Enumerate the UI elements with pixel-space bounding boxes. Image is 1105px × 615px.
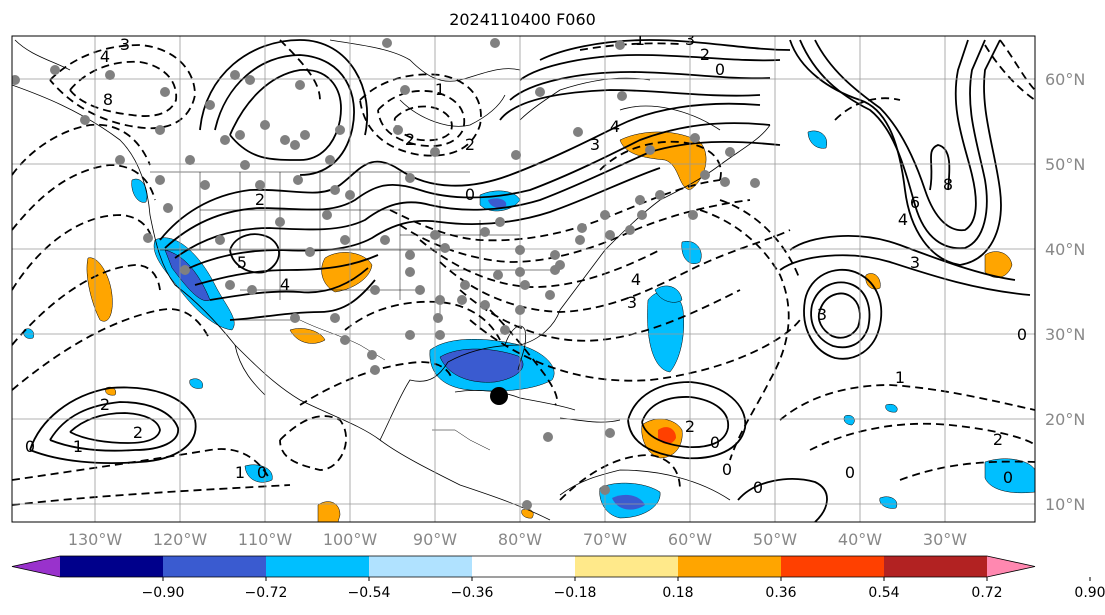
lon-label: 80°W [498,530,542,549]
lon-label: 50°W [753,530,797,549]
colorbar-tick-label: −0.90 [142,585,185,601]
colorbar-tick-label: −0.36 [451,585,494,601]
shaded-positive-areas [86,131,1013,522]
lon-label: 120°W [153,530,208,549]
colorbar-segment [369,556,473,577]
contour-label: 8 [103,90,113,109]
contour-label: 0 [1003,468,1013,487]
lon-label: 30°W [923,530,967,549]
contour-label: 2 [993,430,1003,449]
contour-label: 3 [685,30,695,49]
contour-label: 4 [631,270,641,289]
lon-label: 110°W [238,530,293,549]
lat-label: 50°N [1045,155,1085,174]
contour-label: 4 [898,210,908,229]
contour-label: 1 [435,80,445,99]
lon-label: 130°W [68,530,123,549]
contour-label: 8 [943,175,953,194]
latitude-labels: 10°N 20°N 30°N 40°N 50°N 60°N [1045,70,1085,514]
lat-label: 60°N [1045,70,1085,89]
map-title: 2024110400 F060 [449,10,596,29]
contour-label: 4 [280,275,290,294]
lon-label: 40°W [838,530,882,549]
lon-label: 70°W [583,530,627,549]
contour-label: 4 [100,47,110,66]
contour-label: 1 [635,30,645,49]
colorbar-segment [472,556,576,577]
colorbar-tick-label: 0.90 [1074,585,1105,601]
colorbar-tick-label: −0.72 [245,585,288,601]
lon-label: 100°W [323,530,378,549]
contour-label: 0 [465,185,475,204]
contour-label: 2 [685,417,695,436]
contour-label: 2 [133,423,143,442]
lon-label: 90°W [413,530,457,549]
colorbar-segment [575,556,679,577]
contour-label: 0 [722,460,732,479]
colorbar-segment [781,556,885,577]
colorbar-segment [884,556,988,577]
contour-label: 3 [590,135,600,154]
contour-label: 1 [73,437,83,456]
contour-label: 3 [120,35,130,54]
lat-label: 10°N [1045,495,1085,514]
contour-label: 2 [255,190,265,209]
colorbar-tick-label: 0.72 [971,585,1002,601]
contour-label: 0 [753,478,763,497]
contour-label: 3 [817,305,827,324]
colorbar-outline [11,555,1036,578]
contour-label: 3 [627,293,637,312]
contour-label: 0 [710,433,720,452]
colorbar-segment [266,556,370,577]
colorbar-tick-label: −0.18 [554,585,597,601]
contour-label: 2 [465,135,475,154]
contour-label: 0 [715,60,725,79]
positive-contours [29,39,1031,522]
contour-label: 3 [910,253,920,272]
contour-label: 4 [610,117,620,136]
colorbar-tick-label: 0.54 [868,585,899,601]
map-frame [11,35,1036,523]
lon-label: 60°W [668,530,712,549]
colorbar-segment [163,556,267,577]
lat-label: 30°N [1045,325,1085,344]
colorbar-tick-label: 0.36 [765,585,796,601]
contour-label: 2 [100,395,110,414]
colorbar-segment [60,556,164,577]
colorbar-tick-label: −0.54 [348,585,391,601]
lat-label: 20°N [1045,410,1085,429]
colorbar: −0.90 −0.72 −0.54 −0.36 −0.18 0.18 0.36 0.54 0.7… [11,555,1105,601]
contour-label: 5 [237,253,247,272]
colorbar-tick-label: 0.18 [662,585,693,601]
contour-label: 2 [700,45,710,64]
lat-label: 40°N [1045,240,1085,259]
contour-label: 0 [845,463,855,482]
shaded-negative-areas [23,130,1035,519]
contour-label: 1 [235,463,245,482]
storm-center-marker [490,387,508,405]
colorbar-extend-low [12,556,60,577]
contour-label: 1 [895,368,905,387]
colorbar-extend-high [987,556,1035,577]
longitude-labels: 130°W 120°W 110°W 100°W 90°W 80°W 70°W 6… [68,530,967,549]
contour-label: 2 [405,130,415,149]
station-markers [12,38,760,510]
colorbar-segment [678,556,782,577]
contour-label: 0 [257,463,267,482]
contour-label: 6 [910,193,920,212]
contour-label: 0 [25,437,35,456]
contour-label: 0 [1017,325,1027,344]
